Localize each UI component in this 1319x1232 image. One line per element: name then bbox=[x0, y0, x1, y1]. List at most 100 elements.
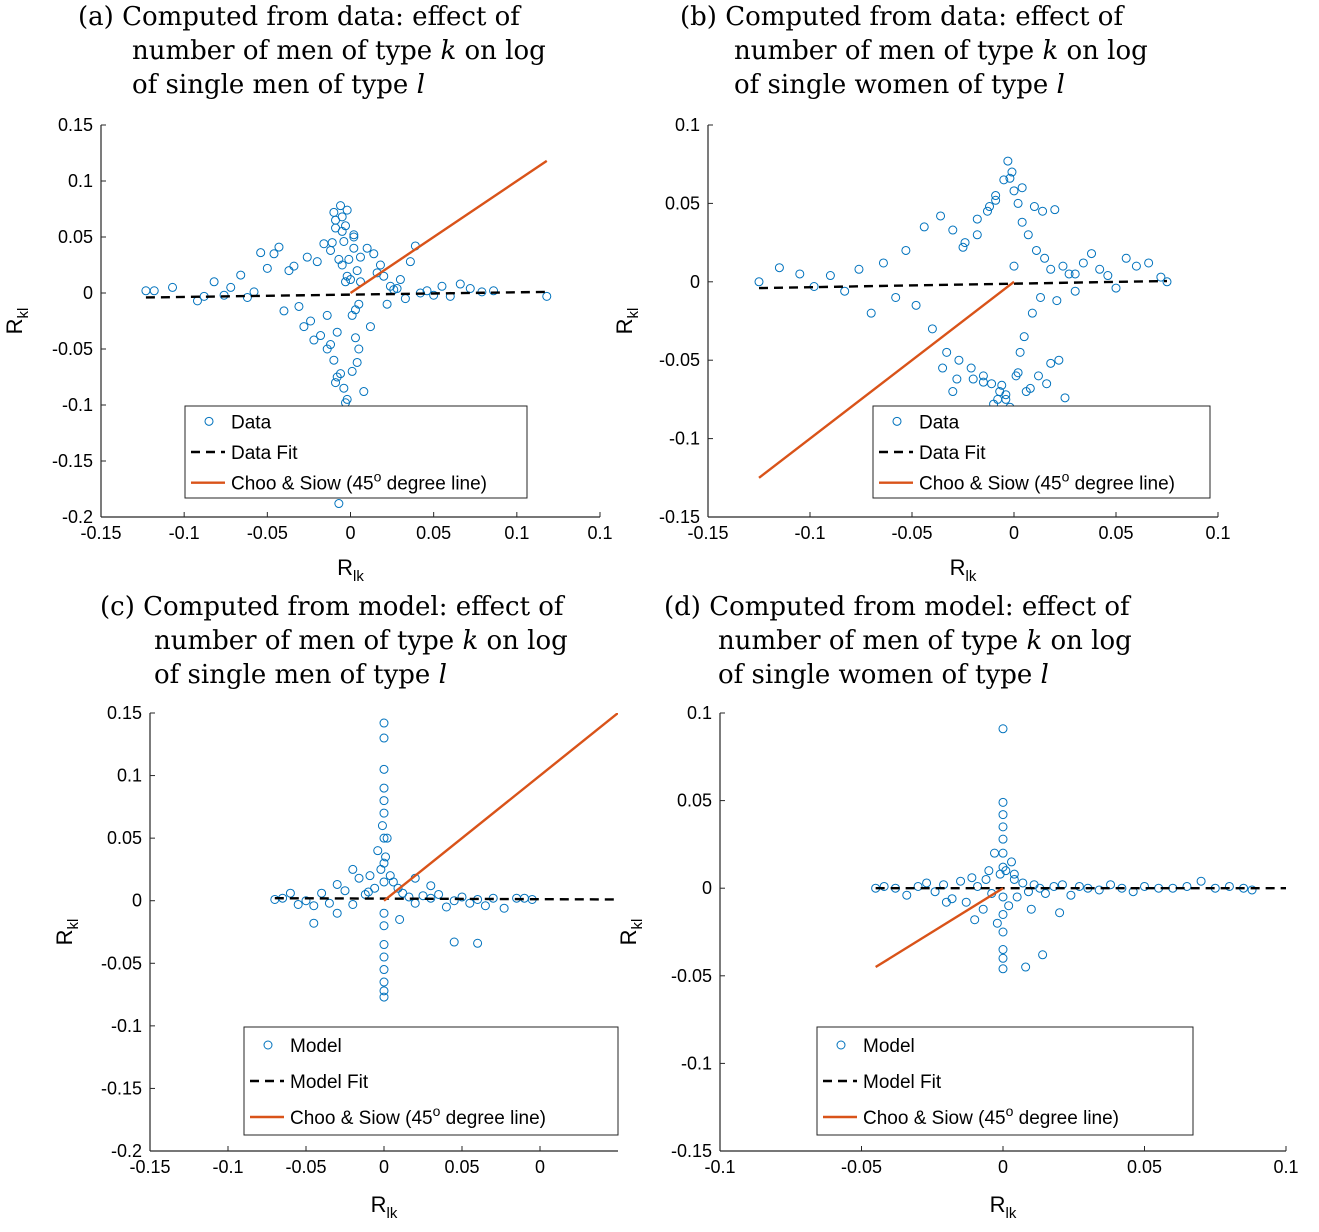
y-tick-label: 0.05 bbox=[677, 791, 712, 811]
legend-label-superscript: o bbox=[1062, 469, 1070, 485]
data-point bbox=[919, 222, 929, 232]
data-point bbox=[332, 327, 342, 337]
x-tick-label: 0.05 bbox=[444, 1157, 479, 1177]
data-point bbox=[327, 238, 337, 248]
y-axis-label-subscript: kl bbox=[625, 308, 642, 319]
legend: Model Model Fit Choo & Siow (45o degree li… bbox=[243, 1026, 619, 1136]
data-point bbox=[342, 271, 352, 281]
data-point bbox=[1009, 261, 1019, 271]
data-point bbox=[149, 286, 159, 296]
data-point bbox=[385, 281, 395, 291]
x-tick-label: 0.05 bbox=[1098, 523, 1133, 543]
data-point bbox=[379, 271, 389, 281]
legend-label-part: Choo & Siow (45 bbox=[919, 474, 1062, 495]
data-point bbox=[1121, 253, 1131, 263]
data-point bbox=[269, 249, 279, 259]
y-tick-label: -0.1 bbox=[111, 1016, 142, 1036]
data-point bbox=[1013, 198, 1023, 208]
data-point bbox=[911, 300, 921, 310]
x-tick-label: 0.1 bbox=[1205, 523, 1230, 543]
y-tick-label: 0.05 bbox=[58, 227, 93, 247]
x-tick-label: 0.05 bbox=[416, 523, 451, 543]
x-tick-label: -0.05 bbox=[891, 523, 932, 543]
data-point bbox=[379, 940, 389, 950]
data-point bbox=[373, 846, 383, 856]
x-tick-label: 0.1 bbox=[587, 523, 612, 543]
data-point bbox=[1078, 258, 1088, 268]
data-point bbox=[1027, 308, 1037, 318]
data-point bbox=[1021, 962, 1031, 972]
data-point bbox=[331, 378, 341, 388]
data-point bbox=[379, 877, 389, 887]
data-point bbox=[1009, 869, 1019, 879]
legend-label-superscript: o bbox=[374, 469, 382, 485]
y-tick-label: -0.1 bbox=[62, 395, 93, 415]
data-point bbox=[375, 260, 385, 270]
legend-label-part: degree line) bbox=[381, 474, 487, 495]
data-point bbox=[1070, 269, 1080, 279]
data-point bbox=[992, 918, 1002, 928]
data-point bbox=[379, 992, 389, 1002]
data-point bbox=[1074, 881, 1084, 891]
data-point bbox=[341, 277, 351, 287]
data-point bbox=[954, 355, 964, 365]
data-point bbox=[404, 892, 414, 902]
data-point bbox=[279, 306, 289, 316]
data-point bbox=[997, 380, 1007, 390]
data-point bbox=[465, 284, 475, 294]
data-point bbox=[337, 260, 347, 270]
data-point bbox=[449, 896, 459, 906]
data-point bbox=[473, 938, 483, 948]
data-point bbox=[956, 876, 966, 886]
data-point bbox=[379, 986, 389, 996]
data-point bbox=[1064, 269, 1074, 279]
fit-line bbox=[274, 897, 618, 901]
data-point bbox=[336, 201, 346, 211]
y-tick-label: -0.05 bbox=[659, 350, 700, 370]
data-point bbox=[854, 264, 864, 274]
data-point bbox=[936, 211, 946, 221]
data-point bbox=[1017, 183, 1027, 193]
data-point bbox=[362, 243, 372, 253]
fit-line bbox=[145, 290, 547, 299]
data-point bbox=[825, 271, 835, 281]
x-axis-label-subscript: lk bbox=[353, 568, 364, 585]
data-point bbox=[998, 945, 1008, 955]
plot-area bbox=[141, 159, 552, 509]
data-point bbox=[998, 834, 1008, 844]
y-tick-label: 0 bbox=[132, 891, 142, 911]
data-point bbox=[256, 248, 266, 258]
legend-label-scatter: Model bbox=[863, 1036, 915, 1057]
legend-label-scatter: Data bbox=[919, 412, 960, 433]
data-point bbox=[922, 878, 932, 888]
y-tick-label: 0 bbox=[83, 283, 93, 303]
data-point bbox=[901, 245, 911, 255]
data-point bbox=[329, 355, 339, 365]
data-point bbox=[960, 238, 970, 248]
x-tick-label: 0 bbox=[998, 1157, 1008, 1177]
data-point bbox=[349, 243, 359, 253]
data-point bbox=[941, 897, 951, 907]
plot-area bbox=[754, 156, 1172, 479]
x-tick-label: -0.1 bbox=[212, 1157, 243, 1177]
data-point bbox=[1162, 277, 1172, 287]
data-point bbox=[322, 344, 332, 354]
data-point bbox=[998, 892, 1008, 902]
data-point bbox=[982, 206, 992, 216]
data-point bbox=[348, 899, 358, 909]
caption-line-2: number of men of type k on log bbox=[154, 626, 568, 656]
data-point bbox=[337, 212, 347, 222]
y-tick-label: 0 bbox=[690, 272, 700, 292]
y-tick-label: 0.1 bbox=[687, 703, 712, 723]
data-point bbox=[1168, 883, 1178, 893]
data-point bbox=[379, 718, 389, 728]
data-point bbox=[329, 207, 339, 217]
data-point bbox=[966, 363, 976, 373]
data-point bbox=[972, 214, 982, 224]
x-tick-label: -0.05 bbox=[841, 1157, 882, 1177]
legend-label-scatter: Model bbox=[290, 1036, 342, 1057]
caption-line-1: (c) Computed from model: effect of bbox=[100, 592, 564, 622]
data-point bbox=[379, 783, 389, 793]
legend-label-part: degree line) bbox=[1013, 1108, 1119, 1129]
y-tick-label: -0.15 bbox=[659, 507, 700, 527]
